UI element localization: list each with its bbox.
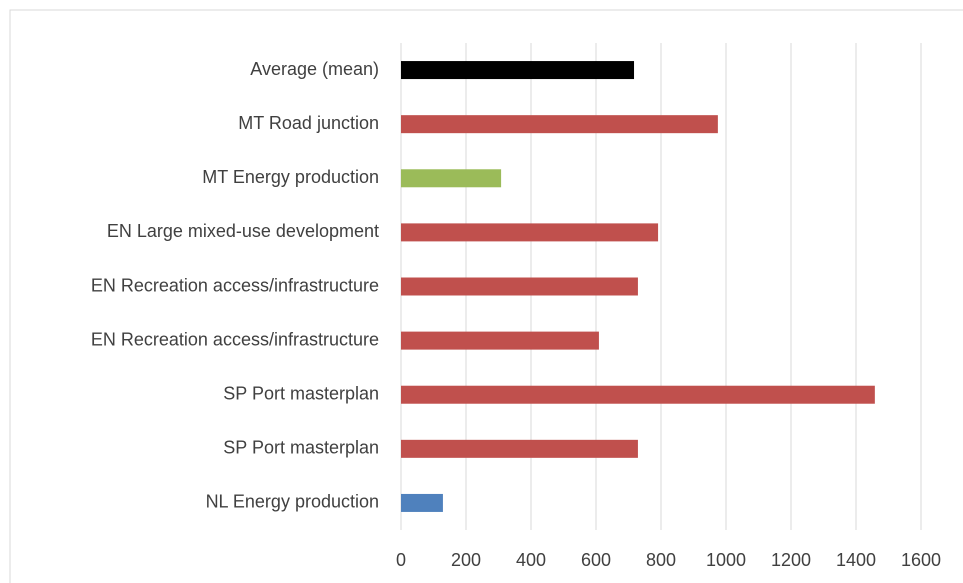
bar — [401, 169, 502, 188]
bar — [401, 493, 443, 512]
chart-frame — [9, 9, 963, 583]
y-tick-label: EN Large mixed-use development — [107, 221, 379, 241]
bar — [401, 61, 635, 80]
y-tick-label: SP Port masterplan — [223, 383, 379, 403]
y-tick-label: NL Energy production — [206, 492, 379, 512]
x-tick-label: 600 — [581, 550, 611, 570]
bar — [401, 331, 599, 350]
y-tick-label: Average (mean) — [250, 59, 379, 79]
x-tick-label: 0 — [396, 550, 406, 570]
y-tick-label: EN Recreation access/infrastructure — [91, 275, 379, 295]
bar — [401, 223, 659, 242]
x-tick-label: 1400 — [836, 550, 876, 570]
x-tick-label: 800 — [646, 550, 676, 570]
bar — [401, 385, 875, 404]
y-tick-label: MT Road junction — [238, 113, 379, 133]
bar — [401, 277, 638, 296]
x-tick-label: 1000 — [706, 550, 746, 570]
x-tick-label: 200 — [451, 550, 481, 570]
x-tick-label: 1200 — [771, 550, 811, 570]
y-tick-label: MT Energy production — [202, 167, 379, 187]
x-tick-label: 400 — [516, 550, 546, 570]
y-tick-label: SP Port masterplan — [223, 438, 379, 458]
bar — [401, 115, 718, 134]
y-tick-label: EN Recreation access/infrastructure — [91, 329, 379, 349]
x-tick-label: 1600 — [901, 550, 941, 570]
bar — [401, 439, 638, 458]
